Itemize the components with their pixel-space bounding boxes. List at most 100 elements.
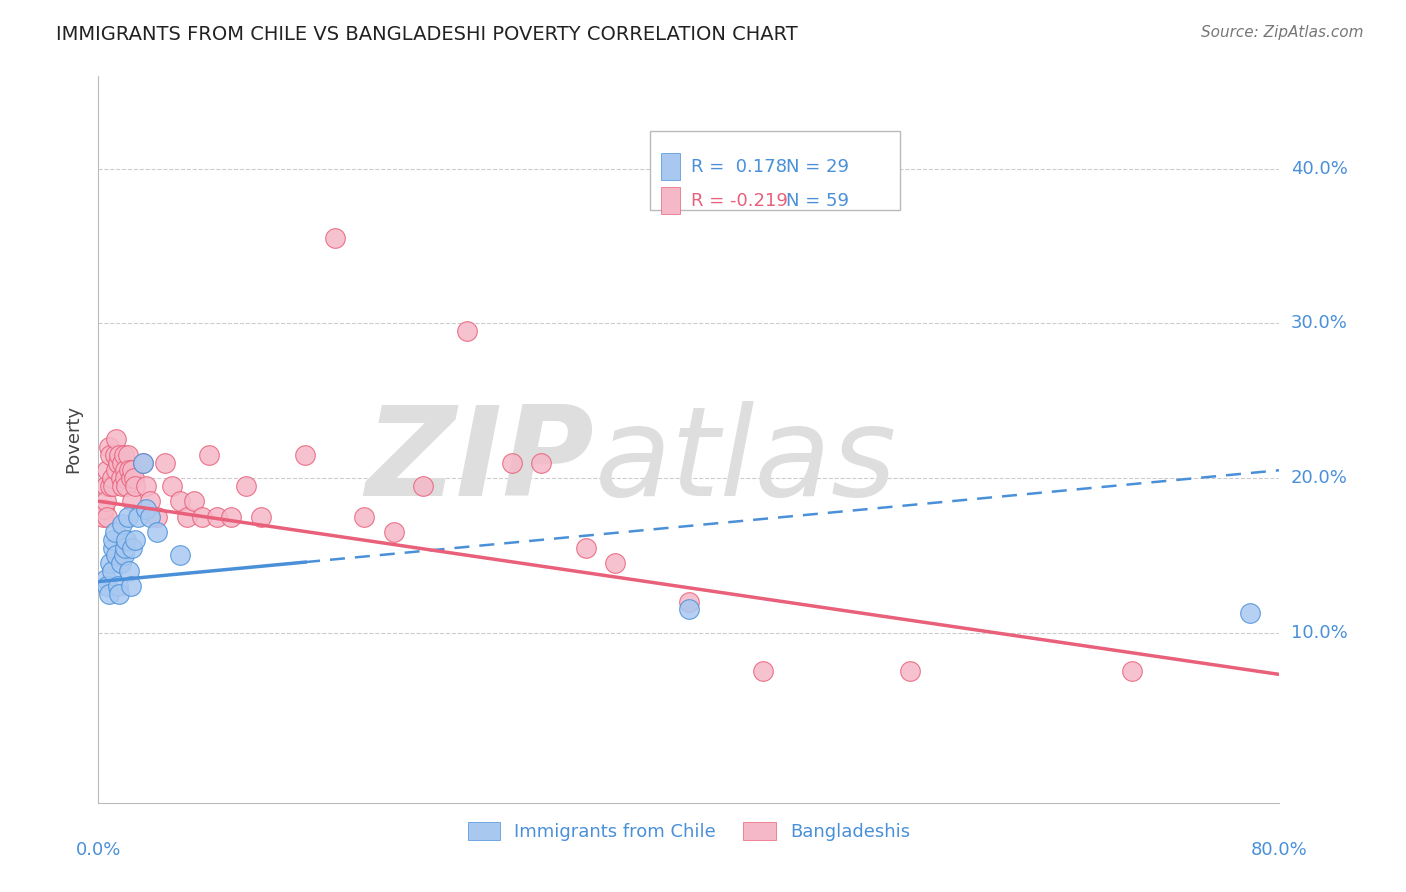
Point <box>169 549 191 563</box>
Point <box>235 479 257 493</box>
Point <box>183 494 205 508</box>
Point <box>98 448 121 462</box>
Point <box>111 517 134 532</box>
Point <box>96 463 118 477</box>
Point <box>94 494 117 508</box>
Point <box>96 579 118 593</box>
Point <box>121 494 143 508</box>
Point <box>191 509 214 524</box>
Text: N = 29: N = 29 <box>786 158 849 176</box>
Point <box>104 525 127 540</box>
Point <box>105 463 128 477</box>
Point <box>127 509 149 524</box>
Point <box>221 509 243 524</box>
Point <box>121 463 143 477</box>
Point <box>93 502 115 516</box>
Text: ZIP: ZIP <box>366 401 595 522</box>
Legend: Immigrants from Chile, Bangladeshis: Immigrants from Chile, Bangladeshis <box>460 814 918 848</box>
Point <box>94 572 117 586</box>
Point <box>117 509 139 524</box>
Point <box>104 448 127 462</box>
Text: 30.0%: 30.0% <box>1291 314 1347 333</box>
Point <box>575 541 598 555</box>
Point <box>122 471 145 485</box>
Point <box>678 595 700 609</box>
Point <box>139 494 162 508</box>
Point <box>114 463 136 477</box>
Point <box>103 541 125 555</box>
Point <box>96 509 118 524</box>
Point <box>678 602 700 616</box>
Point <box>124 479 146 493</box>
Text: 40.0%: 40.0% <box>1291 160 1347 178</box>
Point <box>107 579 129 593</box>
Point <box>105 549 128 563</box>
Point <box>169 494 191 508</box>
Point <box>457 324 479 338</box>
Point <box>605 556 627 570</box>
Point <box>501 456 523 470</box>
Point <box>105 432 128 446</box>
Point <box>294 448 316 462</box>
Point <box>107 456 129 470</box>
Text: Source: ZipAtlas.com: Source: ZipAtlas.com <box>1201 25 1364 40</box>
Point <box>205 509 228 524</box>
Point <box>112 549 135 563</box>
Point <box>110 471 132 485</box>
Text: atlas: atlas <box>595 401 897 522</box>
Text: 0.0%: 0.0% <box>76 840 121 859</box>
Point <box>752 665 775 679</box>
Point <box>91 509 114 524</box>
Point <box>117 448 139 462</box>
Point <box>1121 665 1143 679</box>
Point <box>112 448 135 462</box>
Point <box>114 471 136 485</box>
Text: IMMIGRANTS FROM CHILE VS BANGLADESHI POVERTY CORRELATION CHART: IMMIGRANTS FROM CHILE VS BANGLADESHI POV… <box>56 25 799 44</box>
Point <box>103 479 125 493</box>
Point <box>132 456 155 470</box>
Point <box>110 556 132 570</box>
Point <box>114 541 136 555</box>
Point <box>120 471 142 485</box>
Point <box>146 509 169 524</box>
Text: 20.0%: 20.0% <box>1291 469 1347 487</box>
Point <box>97 587 120 601</box>
Point <box>146 525 169 540</box>
Point <box>135 502 157 516</box>
Point <box>323 231 346 245</box>
Point <box>94 479 117 493</box>
Point <box>98 556 121 570</box>
Y-axis label: Poverty: Poverty <box>65 405 83 474</box>
Point <box>100 471 122 485</box>
Point <box>108 448 131 462</box>
Point <box>118 463 141 477</box>
Point <box>98 479 121 493</box>
Point <box>135 479 157 493</box>
Point <box>118 564 141 578</box>
Point <box>111 456 134 470</box>
Point <box>97 440 120 454</box>
Point <box>412 479 434 493</box>
Text: R = -0.219: R = -0.219 <box>692 192 787 210</box>
Point <box>120 579 142 593</box>
Text: N = 59: N = 59 <box>786 192 849 210</box>
Point <box>103 533 125 547</box>
Text: R =  0.178: R = 0.178 <box>692 158 787 176</box>
Point <box>115 533 138 547</box>
Point <box>115 479 138 493</box>
Point <box>1239 606 1261 620</box>
Point <box>176 509 198 524</box>
Point <box>153 456 176 470</box>
Point <box>382 525 405 540</box>
Point <box>900 665 922 679</box>
Point <box>108 587 131 601</box>
Point <box>111 479 134 493</box>
Text: 10.0%: 10.0% <box>1291 624 1347 641</box>
Point <box>124 533 146 547</box>
Point <box>132 456 155 470</box>
Point <box>162 479 183 493</box>
Point <box>139 509 162 524</box>
Point <box>353 509 375 524</box>
Text: 80.0%: 80.0% <box>1251 840 1308 859</box>
Point <box>250 509 273 524</box>
